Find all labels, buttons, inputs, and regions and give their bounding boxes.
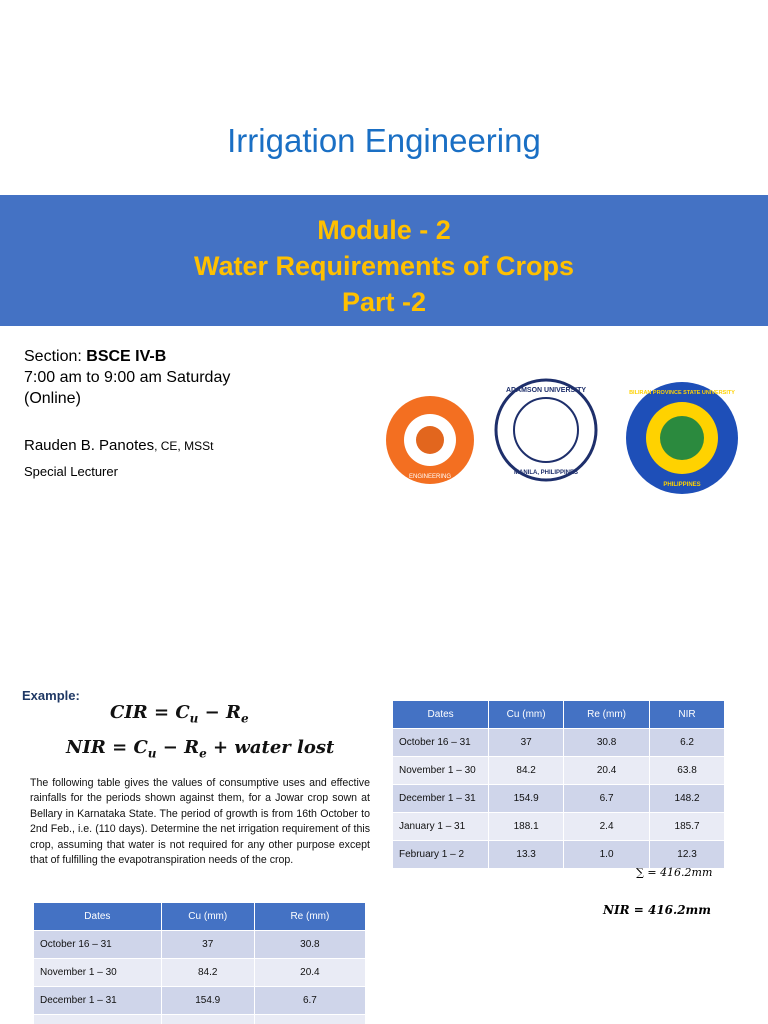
logo [660,416,704,460]
header-cell: Re (mm) [253,902,367,931]
cell: 2.4 [253,1014,367,1024]
logo-text: PHILIPPINES [663,482,700,488]
example-label: Example: [22,688,80,703]
cell: 30.8 [253,930,367,959]
header-cell: Dates [391,700,490,729]
table: Dates Cu (mm) Re (mm) NIR October 16 – 31 37 3… [391,700,725,869]
schedule: 7:00 am to 9:00 am Saturday [24,369,231,386]
band-line: Water Requirements of Crops [193,251,575,281]
sum: ∑ = 416.2mm [636,866,713,879]
info: Section: BSCE IV-B 7:00 am to 9:00 am Sa… [24,346,230,482]
cell: December 1 – 31 [391,784,490,813]
cell: 188.1 [160,1014,255,1024]
lecturer-suffix: , CE, MSSt [154,439,214,453]
header-cell: NIR [649,700,725,729]
formula-sub: u [147,746,157,761]
logo [513,397,579,463]
cell: 148.2 [649,784,725,813]
cell: 37 [488,728,565,757]
cell: October 16 – 31 [391,728,490,757]
header-cell: Cu (mm) [488,700,565,729]
cell: 12.3 [649,840,725,869]
formula-sub: e [199,746,207,761]
section: Section: BSCE IV-B [24,346,230,367]
table: Dates Cu (mm) Re (mm) October 16 – 31 37 30.8… [33,902,367,1024]
cell: January 1 – 31 [391,812,490,841]
logo-text: ADAMSON UNIVERSITY [506,387,586,394]
row: February 1 – 2 13.3 1.0 12.3 [391,840,725,869]
formula: NIR = Cu − Re + water lost [66,737,334,761]
formula: CIR = Cu − Re [110,702,249,726]
header-row: Dates Cu (mm) Re (mm) [33,902,367,931]
cell: 30.8 [563,728,651,757]
cell: November 1 – 30 [33,958,162,987]
header-cell: Dates [33,902,162,931]
problem-text: The following table gives the values of … [30,777,370,867]
lecturer-role: Special Lecturer [24,464,118,479]
formula-part: + water lost [206,737,335,758]
cell: February 1 – 2 [391,840,490,869]
section-value: BSCE IV-B [86,348,167,365]
header-cell: Re (mm) [563,700,651,729]
formula-part: CIR = C [110,702,190,723]
cell: 84.2 [160,958,255,987]
band-line: Part -2 [341,287,427,317]
row: January 1 – 31 188.1 2.4 185.7 [391,812,725,841]
formula-part: − R [198,702,241,723]
cell: January 1 – 31 [33,1014,162,1024]
cell: 20.4 [253,958,367,987]
lecturer-name: Rauden B. Panotes [24,437,155,454]
cell: 6.2 [649,728,725,757]
cell: 37 [160,930,255,959]
logo [416,426,444,454]
cell: 6.7 [563,784,651,813]
cell: 13.3 [488,840,565,869]
cell: 2.4 [563,812,651,841]
cell: 154.9 [488,784,565,813]
mode: (Online) [24,390,81,407]
formula-sub: u [189,711,199,726]
table-clip: Dates Cu (mm) Re (mm) October 16 – 31 37 30.8… [33,902,367,1024]
module-band: Module - 2 Water Requirements of Crops P… [0,195,768,326]
logo-text: BILIRAN PROVINCE STATE UNIVERSITY [629,390,735,396]
nir-result: NIR = 416.2mm [603,903,711,917]
cell: 154.9 [160,986,255,1015]
row: November 1 – 30 84.2 20.4 [33,958,367,987]
cell: 1.0 [563,840,651,869]
logos: ENGINEERING ADAMSON UNIVERSITY MANILA, P… [386,378,738,494]
cell: 84.2 [488,756,565,785]
row: December 1 – 31 154.9 6.7 148.2 [391,784,725,813]
formula-part: − R [156,737,200,758]
formula-sub: e [240,711,249,726]
row: October 16 – 31 37 30.8 6.2 [391,728,725,757]
cell: 63.8 [649,756,725,785]
band-line: Module - 2 [317,215,451,245]
cell: October 16 – 31 [33,930,162,959]
header-row: Dates Cu (mm) Re (mm) NIR [391,700,725,729]
logo-text: ENGINEERING [409,474,451,480]
lecturer: Rauden B. Panotes, CE, MSSt [24,435,230,457]
formula-part: NIR = C [66,737,148,758]
cell: 188.1 [488,812,565,841]
cell: December 1 – 31 [33,986,162,1015]
row: November 1 – 30 84.2 20.4 63.8 [391,756,725,785]
header-cell: Cu (mm) [160,902,255,931]
title: Irrigation Engineering [227,122,541,159]
cell: 185.7 [649,812,725,841]
section-label: Section: [24,348,87,365]
cell: 6.7 [253,986,367,1015]
cell: 20.4 [563,756,651,785]
logo-text: MANILA, PHILIPPINES [514,470,578,476]
cell: November 1 – 30 [391,756,490,785]
row: December 1 – 31 154.9 6.7 [33,986,367,1015]
row: October 16 – 31 37 30.8 [33,930,367,959]
